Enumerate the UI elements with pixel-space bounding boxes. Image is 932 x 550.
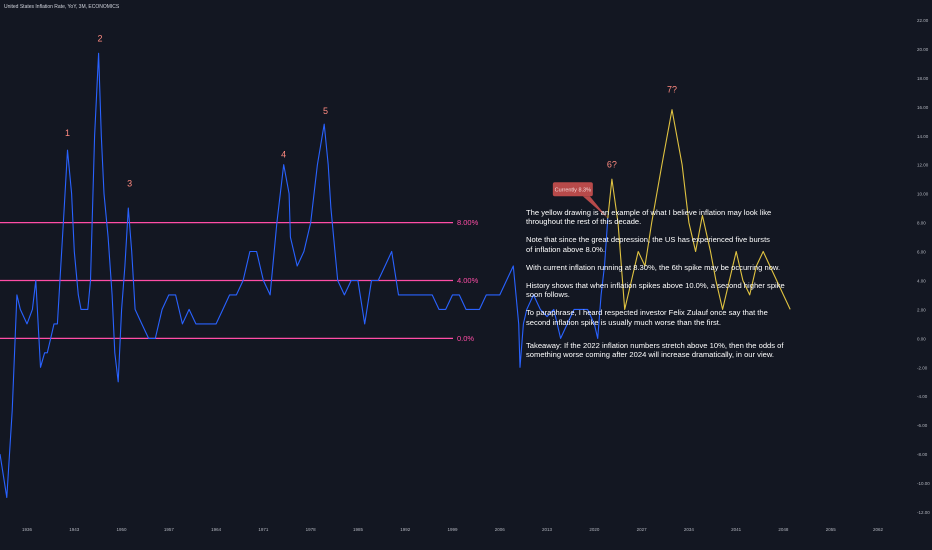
note-history: History shows that when inflation spikes…	[526, 281, 785, 300]
x-tick-label: 2055	[826, 527, 837, 532]
y-tick-label: 22.00	[917, 18, 929, 23]
callout-box	[552, 182, 593, 197]
y-tick-label: 6.00	[917, 250, 926, 255]
x-tick-label: 1978	[306, 527, 317, 532]
y-tick-label: 2.00	[917, 307, 926, 312]
y-tick-label: 8.00	[917, 221, 926, 226]
x-tick-label: 2034	[684, 527, 695, 532]
y-tick-label: 10.00	[917, 192, 929, 197]
y-tick-label: -6.00	[917, 423, 928, 428]
x-tick-label: 1971	[258, 527, 269, 532]
y-tick-label: -2.00	[917, 365, 928, 370]
callout-pointer	[582, 196, 608, 219]
x-tick-label: 2041	[731, 527, 742, 532]
x-tick-label: 1985	[353, 527, 364, 532]
x-tick-label: 2027	[637, 527, 648, 532]
note-yellow-drawing: The yellow drawing is an example of what…	[526, 208, 772, 227]
y-tick-label: 20.00	[917, 47, 929, 52]
spike-label-5: 5	[323, 106, 328, 116]
y-tick-label: 18.00	[917, 76, 929, 81]
x-tick-label: 1957	[164, 527, 175, 532]
y-axis[interactable]: 22.00 20.00 18.00 16.00 14.00 12.00 10.00 8.00 6…	[917, 18, 930, 515]
x-tick-label: 2006	[495, 527, 506, 532]
x-tick-label: 2062	[873, 527, 884, 532]
x-tick-label: 1992	[400, 527, 411, 532]
y-tick-label: -12.00	[917, 510, 930, 515]
x-tick-label: 2048	[778, 527, 789, 532]
y-tick-label: 4.00	[917, 278, 926, 283]
annotations-group: 1 2 3 4 5 6? 7? Currently 8.3%	[65, 34, 677, 219]
y-tick-label: 0.00	[917, 336, 926, 341]
spike-label-2: 2	[97, 34, 102, 44]
spike-label-1: 1	[65, 128, 70, 138]
y-tick-label: -10.00	[917, 481, 930, 486]
y-tick-label: 12.00	[917, 163, 929, 168]
level-lines-group: 8.00% 4.00% 0.0%	[0, 218, 479, 343]
y-tick-label: -8.00	[917, 452, 928, 457]
chart-title: United States Inflation Rate, YoY, 3M, E…	[4, 4, 120, 10]
level-label-1: 4.00%	[457, 276, 479, 285]
x-tick-label: 1950	[117, 527, 128, 532]
x-tick-label: 1999	[447, 527, 458, 532]
spike-label-7: 7?	[667, 84, 677, 94]
note-takeaway: Takeaway: If the 2022 inflation numbers …	[526, 340, 784, 360]
y-tick-label: -4.00	[917, 394, 928, 399]
commentary-text: The yellow drawing is an example of what…	[526, 208, 806, 368]
x-tick-label: 2020	[589, 527, 600, 532]
x-tick-label: 1964	[211, 527, 222, 532]
x-axis[interactable]: 1936 1943 1950 1957 1964 1971 1978 1985 1992 1999…	[22, 527, 883, 532]
callout-label: Currently 8.3%	[555, 188, 591, 194]
historical-inflation-line	[0, 52, 609, 499]
y-tick-label: 14.00	[917, 134, 929, 139]
x-tick-label: 1936	[22, 527, 33, 532]
x-tick-label: 2013	[542, 527, 553, 532]
level-label-0: 8.00%	[457, 218, 479, 227]
note-felix-zulauf: To paraphrase, I heard respected investo…	[526, 308, 768, 327]
spike-label-6: 6?	[607, 160, 617, 170]
projected-inflation-line	[607, 109, 791, 310]
x-tick-label: 1943	[69, 527, 80, 532]
note-current-inflation: With current inflation running at 8.30%,…	[526, 262, 781, 272]
spike-label-3: 3	[127, 178, 132, 188]
spike-label-4: 4	[281, 149, 286, 159]
y-tick-label: 16.00	[917, 105, 929, 110]
level-label-2: 0.0%	[457, 334, 474, 343]
series-lines-group	[0, 52, 791, 499]
note-five-bursts: Note that since the great depression, th…	[526, 235, 770, 254]
